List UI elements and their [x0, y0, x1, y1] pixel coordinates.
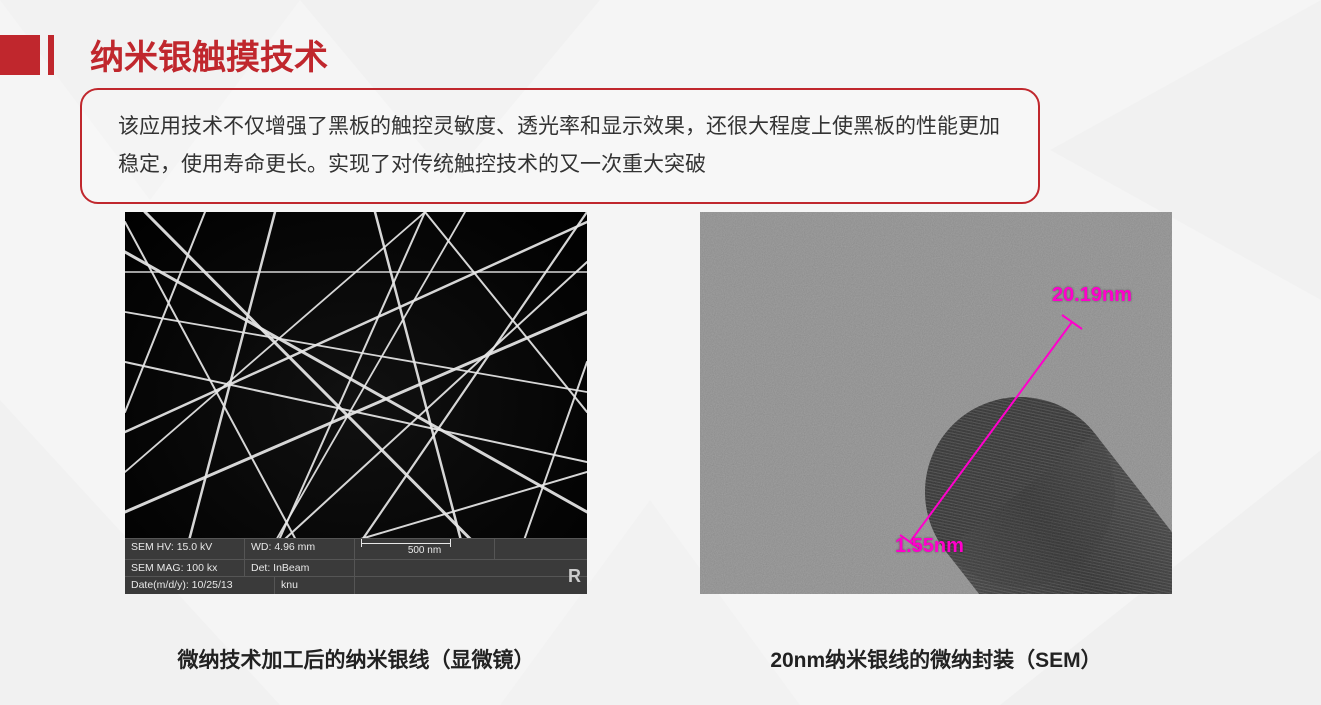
nanowire-fibers	[125, 212, 587, 594]
sem-mag: SEM MAG: 100 kx	[125, 560, 245, 577]
slide-title: 纳米银触摸技术	[90, 30, 328, 79]
accent-bar	[48, 35, 54, 75]
sem-hv: SEM HV: 15.0 kV	[125, 539, 245, 559]
description-box: 该应用技术不仅增强了黑板的触控灵敏度、透光率和显示效果，还很大程度上使黑板的性能…	[80, 88, 1040, 204]
tem-measure-bottom: 1.55nm	[895, 535, 964, 558]
sem-info-panel: SEM HV: 15.0 kV WD: 4.96 mm 500 nm SEM M…	[125, 538, 587, 594]
sem-det: Det: InBeam	[245, 560, 355, 577]
images-row: MIRA3 TESCAN SEM HV: 15.0 kV WD: 4.96 mm…	[125, 212, 1172, 674]
accent-block	[0, 35, 40, 75]
sem-scalebar: 500 nm	[355, 539, 495, 559]
left-caption: 微纳技术加工后的纳米银线（显微镜）	[178, 644, 535, 674]
right-figure: 20.19nm 1.55nm 20nm纳米银线的微纳封装（SEM）	[700, 212, 1172, 674]
tem-image: 20.19nm 1.55nm	[700, 212, 1172, 594]
sem-date: Date(m/d/y): 10/25/13	[125, 577, 275, 594]
sem-microscope-image: MIRA3 TESCAN SEM HV: 15.0 kV WD: 4.96 mm…	[125, 212, 587, 594]
sem-wd: WD: 4.96 mm	[245, 539, 355, 559]
right-caption: 20nm纳米银线的微纳封装（SEM）	[770, 644, 1101, 674]
sem-operator: knu	[275, 577, 355, 594]
sem-r-icon: R	[568, 566, 581, 588]
left-figure: MIRA3 TESCAN SEM HV: 15.0 kV WD: 4.96 mm…	[125, 212, 587, 674]
slide-header: 纳米银触摸技术	[0, 30, 328, 79]
tem-measure-top: 20.19nm	[1052, 284, 1132, 307]
